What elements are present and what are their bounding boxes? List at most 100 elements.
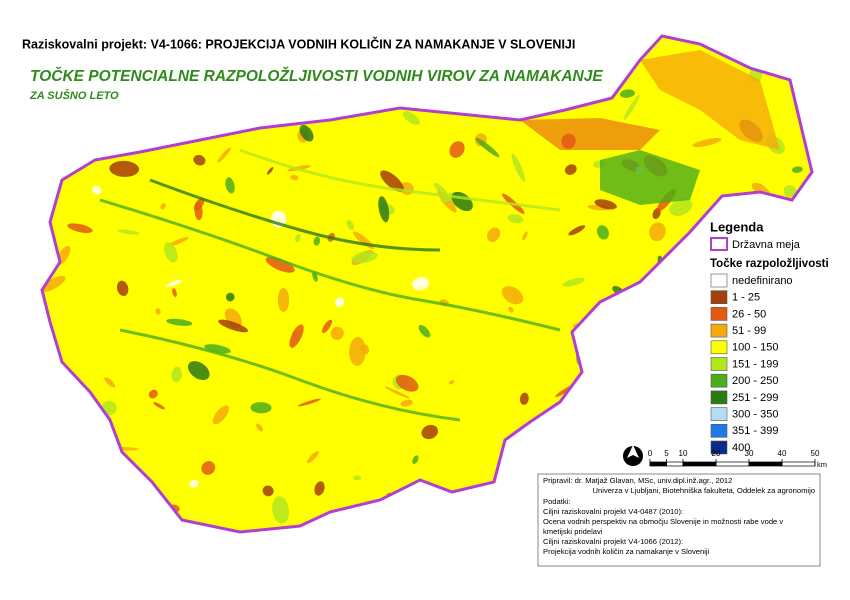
legend-label: 351 - 399 (732, 425, 778, 437)
scale-label: 50 (811, 449, 820, 458)
land-patch (201, 461, 216, 475)
scale-segment (781, 461, 816, 467)
land-patch (321, 319, 333, 334)
scale-label: 20 (712, 449, 721, 458)
land-patch (187, 361, 210, 381)
land-patch (486, 491, 497, 501)
land-patch (75, 486, 103, 499)
land-patch (692, 138, 722, 147)
land-patch (104, 377, 116, 388)
land-patch (290, 174, 299, 181)
land-patch (295, 233, 301, 243)
land-patch (614, 374, 641, 384)
land-patch (80, 505, 102, 525)
land-patch (308, 523, 327, 532)
legend-label: 26 - 50 (732, 308, 766, 320)
land-patch (79, 406, 99, 425)
legend-label: 1 - 25 (732, 292, 760, 304)
land-patch (669, 198, 693, 216)
legend-label: 251 - 299 (732, 392, 778, 404)
land-patch (433, 182, 449, 198)
land-patch (646, 300, 656, 312)
land-patch (695, 252, 705, 265)
credits-line: Ciljni raziskovalni projekt V4-0487 (201… (543, 507, 683, 516)
land-patch (160, 203, 166, 210)
land-patch (578, 330, 593, 344)
land-patch (755, 198, 777, 210)
scale-segment (666, 461, 684, 467)
land-patch (594, 44, 621, 61)
land-patch (487, 227, 501, 243)
scale-segment (748, 461, 783, 467)
land-patch (588, 335, 596, 356)
land-patch (494, 497, 511, 523)
land-patch (384, 386, 410, 399)
land-patch (68, 402, 88, 417)
scale-label: 40 (778, 449, 787, 458)
land-patch (155, 308, 161, 315)
land-patch (218, 319, 249, 333)
land-patch (306, 451, 319, 464)
legend-label: 400 (732, 442, 750, 454)
legend-label: 51 - 99 (732, 325, 766, 337)
land-patch (297, 398, 321, 407)
land-patch (577, 442, 607, 460)
land-patch (666, 385, 676, 398)
land-patch (262, 485, 274, 497)
land-patch (204, 344, 231, 354)
land-patch (421, 424, 439, 440)
north-arrow (623, 446, 643, 466)
land-patch (556, 415, 578, 430)
land-patch (357, 514, 376, 532)
land-patch (225, 177, 235, 194)
land-patch (360, 344, 370, 355)
land-patch (467, 52, 479, 61)
credits-line: Projekcija vodnih količin za namakanje v… (543, 547, 710, 556)
land-patch (519, 392, 529, 405)
land-patch (522, 231, 528, 241)
land-patch (265, 256, 295, 273)
land-patch (148, 389, 158, 399)
scale-label: 30 (745, 449, 754, 458)
land-patch (74, 128, 85, 140)
scale-segment (649, 461, 667, 467)
credits-line: Ciljni raziskovalni projekt V4-1066 (201… (543, 537, 683, 546)
map-title: TOČKE POTENCIALNE RAZPOLOŽLJIVOSTI VODNI… (30, 67, 603, 85)
land-patch (783, 185, 797, 198)
legend-swatch (710, 440, 728, 455)
land-patch (108, 495, 130, 513)
land-patch (380, 170, 404, 192)
scale-unit: km (817, 460, 827, 469)
land-patch (217, 147, 231, 163)
land-patch (122, 516, 146, 532)
land-patch (507, 214, 524, 224)
river (99, 198, 561, 332)
river (119, 328, 461, 422)
land-patch (189, 479, 199, 488)
river (149, 178, 441, 252)
legend-label: 200 - 250 (732, 375, 778, 387)
credits-sources-title: Podatki: (543, 497, 570, 506)
land-patch (395, 374, 419, 392)
border-label: Državna meja (732, 239, 801, 251)
land-patch (42, 275, 66, 293)
land-patch (539, 417, 558, 432)
land-patch (600, 150, 700, 205)
legend-swatch (710, 407, 728, 421)
land-patch (314, 481, 325, 496)
land-patch (171, 366, 182, 383)
land-patch (626, 396, 647, 412)
land-patch (109, 160, 140, 177)
land-patch (334, 297, 345, 307)
land-patch (412, 455, 419, 464)
legend-label: 151 - 199 (732, 358, 778, 370)
land-patch (353, 475, 362, 481)
land-patch (174, 104, 193, 118)
land-patch (92, 185, 102, 195)
land-patch (212, 405, 229, 425)
land-patch (313, 236, 321, 246)
land-patch (508, 306, 514, 313)
land-patch (529, 100, 547, 114)
land-patch (515, 451, 529, 473)
